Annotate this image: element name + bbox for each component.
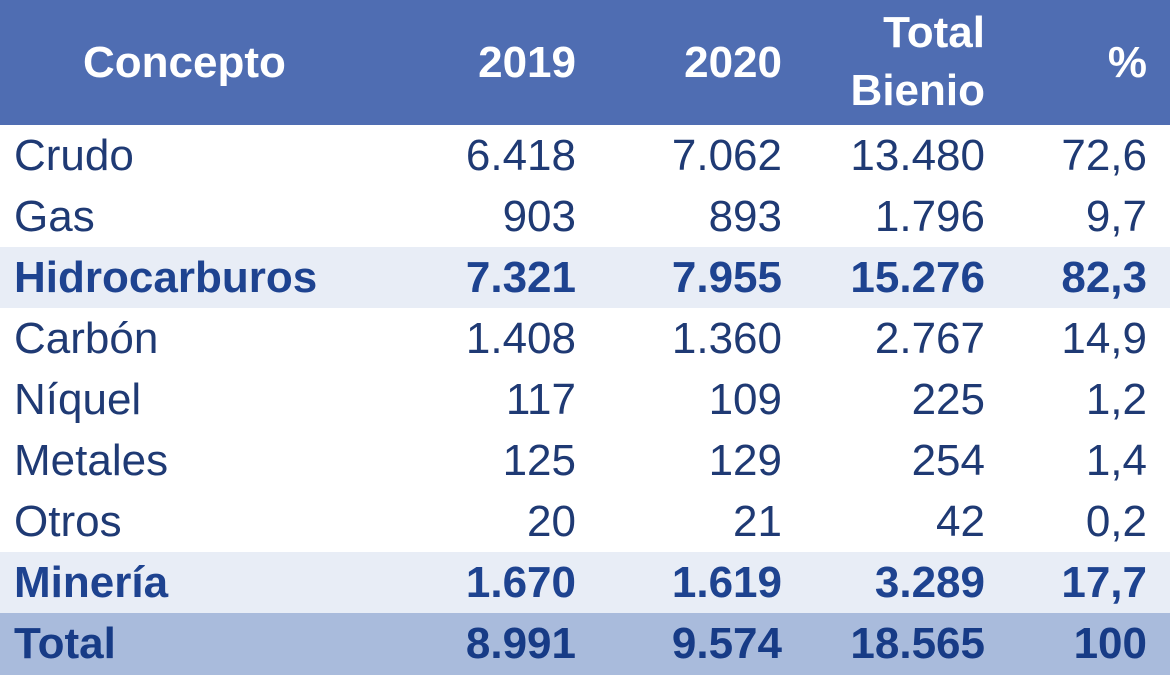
table-row-metales: Metales 125 129 254 1,4 (0, 430, 1170, 491)
cell-total: 42 (936, 497, 985, 546)
cell-2020: 129 (708, 436, 782, 485)
table-row-otros: Otros 20 21 42 0,2 (0, 491, 1170, 552)
row-label: Hidrocarburos (14, 253, 318, 302)
cell-2019: 903 (502, 192, 576, 241)
header-total-line2: Bienio (850, 66, 985, 115)
header-total-bienio: Total Bienio (851, 4, 985, 120)
row-label: Metales (14, 436, 169, 485)
cell-2020: 109 (708, 375, 782, 424)
cell-2020: 1.619 (671, 558, 782, 607)
cell-2020: 9.574 (671, 619, 782, 668)
cell-total: 3.289 (874, 558, 985, 607)
cell-percent: 1,2 (1085, 375, 1147, 424)
cell-total: 13.480 (850, 131, 985, 180)
cell-percent: 9,7 (1085, 192, 1147, 241)
cell-percent: 100 (1073, 619, 1147, 668)
cell-2019: 1.408 (465, 314, 576, 363)
cell-2020: 21 (733, 497, 782, 546)
cell-total: 2.767 (874, 314, 985, 363)
cell-2019: 125 (502, 436, 576, 485)
header-concepto: Concepto (83, 38, 286, 87)
table-header: Concepto 2019 2020 Total Bienio % (0, 0, 1170, 125)
row-label: Otros (14, 497, 122, 546)
header-2020: 2020 (684, 38, 782, 87)
cell-percent: 0,2 (1085, 497, 1147, 546)
table-row-total: Total 8.991 9.574 18.565 100 (0, 613, 1170, 675)
cell-total: 15.276 (850, 253, 985, 302)
row-label: Total (14, 619, 116, 668)
cell-total: 254 (911, 436, 985, 485)
row-label: Minería (14, 558, 169, 607)
table-row-mineria: Minería 1.670 1.619 3.289 17,7 (0, 552, 1170, 613)
row-label: Níquel (14, 375, 142, 424)
table-row-hidrocarburos: Hidrocarburos 7.321 7.955 15.276 82,3 (0, 247, 1170, 308)
cell-2019: 7.321 (465, 253, 576, 302)
cell-2020: 7.955 (671, 253, 782, 302)
cell-2020: 7.062 (671, 131, 782, 180)
header-2019: 2019 (478, 38, 576, 87)
cell-total: 18.565 (850, 619, 985, 668)
cell-percent: 1,4 (1085, 436, 1147, 485)
cell-percent: 82,3 (1061, 253, 1147, 302)
cell-total: 1.796 (874, 192, 985, 241)
table-row-carbon: Carbón 1.408 1.360 2.767 14,9 (0, 308, 1170, 369)
row-label: Crudo (14, 131, 134, 180)
cell-2019: 8.991 (465, 619, 576, 668)
cell-2019: 20 (527, 497, 576, 546)
cell-2020: 893 (708, 192, 782, 241)
table-row-niquel: Níquel 117 109 225 1,2 (0, 369, 1170, 430)
cell-2019: 6.418 (465, 131, 576, 180)
table-row-gas: Gas 903 893 1.796 9,7 (0, 186, 1170, 247)
cell-2020: 1.360 (671, 314, 782, 363)
header-total-line1: Total (883, 8, 985, 57)
cell-2019: 117 (505, 375, 576, 424)
cell-2019: 1.670 (465, 558, 576, 607)
row-label: Carbón (14, 314, 159, 363)
header-percent: % (1107, 38, 1147, 87)
cell-total: 225 (911, 375, 985, 424)
cell-percent: 14,9 (1061, 314, 1147, 363)
cell-percent: 72,6 (1061, 131, 1147, 180)
table-row-crudo: Crudo 6.418 7.062 13.480 72,6 (0, 125, 1170, 186)
row-label: Gas (14, 192, 95, 241)
cell-percent: 17,7 (1061, 558, 1147, 607)
